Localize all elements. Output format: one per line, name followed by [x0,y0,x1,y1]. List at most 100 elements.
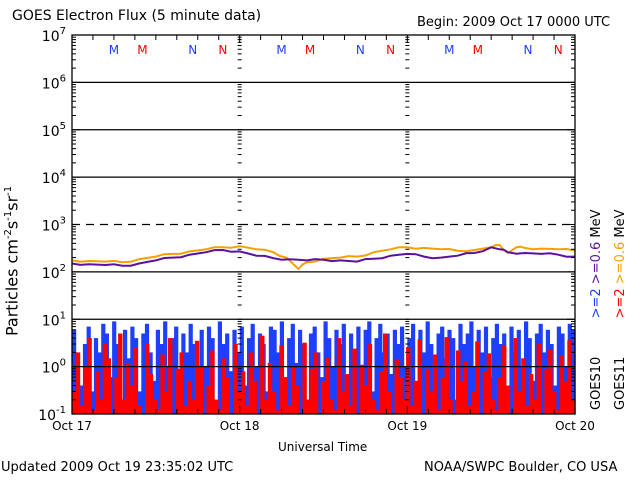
goes11-high-bar [118,333,123,414]
goes11-high-bar [471,391,476,414]
goes11-high-bar [456,350,461,414]
goes11-high-bar [394,359,399,414]
goes10-high-bar [152,380,157,414]
goes11-high-bar [333,410,338,414]
y-tick-exponent: 2 [60,263,66,274]
goes11-high-bar [179,352,184,414]
goes11-high-bar [409,405,415,414]
noon-marker: N [554,43,563,57]
goes10-high-bar [243,385,248,414]
y-tick-exponent: 5 [60,121,66,132]
goes11-high-bar [521,358,526,414]
goes11-high-bar [486,353,492,414]
goes10-high-bar [429,344,434,414]
goes11-high-bar [75,352,81,414]
updated-timestamp: Updated 2009 Oct 19 23:35:02 UTC [1,460,234,475]
goes11-high-bar [552,391,557,414]
y-tick-exponent: 0 [60,358,66,369]
goes11-high-bar [340,391,346,414]
goes10-high-bar [440,326,445,414]
y-tick-base: 10 [42,171,60,187]
goes10-high-bar [480,352,485,414]
goes10-high-bar [494,323,499,414]
goes11-high-bar [490,399,495,414]
goes11-high-bar [413,380,419,414]
goes11-high-bar [79,405,85,414]
goes11-high-bar [175,368,181,414]
x-tick-label: Oct 17 [52,419,92,433]
grid-layer [72,81,575,368]
axes-layer [71,34,576,415]
goes10-high-bar [403,366,408,414]
goes11-high-bar [436,410,442,414]
goes10-high-bar [72,329,77,414]
goes11-high-bar [294,385,300,414]
goes11-high-bar [360,364,365,414]
midnight-marker: M [276,43,286,57]
goes11-high-bar [225,377,230,414]
midnight-marker: M [473,43,483,57]
goes11-high-bar [283,377,288,414]
goes11-high-bar [187,380,192,414]
goes11-high-bar [544,368,549,414]
goes11-high-bar [152,399,157,414]
y-tick-base: 10 [42,219,60,235]
goes11-high-bar [279,345,284,414]
goes11-high-bar [164,391,169,414]
midnight-marker: M [444,43,454,57]
goes11-high-bar [221,358,227,414]
goes11-high-bar [348,405,353,414]
midnight-marker: M [305,43,315,57]
goes11-high-bar [264,399,269,414]
goes11-high-bar [194,340,200,414]
goes11-high-bar [145,344,150,414]
goes11-high-bar [310,368,315,414]
y-tick-base: 10 [42,313,60,329]
goes10-high-bar [316,352,321,414]
goes11-high-bar [459,380,465,414]
goes11-high-bar [125,362,131,414]
goes10-high-bar [374,338,379,414]
y-tick-label: 105 [42,121,66,140]
goes10-high-bar [334,329,339,414]
goes10-high-bar [257,333,263,414]
goes11-high-bar [168,338,173,414]
goes11-high-bar [275,410,280,414]
midnight-marker: M [109,43,119,57]
y-tick-label: 101 [42,310,66,329]
goes11-high-bar [252,380,257,414]
goes10-high-bar [516,329,521,414]
y-tick-base: 10 [42,124,60,140]
goes11-high-bar [352,348,357,414]
goes11-high-bar [375,410,380,414]
goes10-high-bar [509,326,514,414]
goes10-high-bar [272,329,277,414]
goes11-high-bar [528,374,534,414]
goes11-high-bar [425,368,430,414]
goes11-high-bar [325,357,330,414]
goes10-high-bar [436,333,441,414]
goes11-high-bar [329,399,334,414]
goes10-high-bar [571,329,576,414]
goes10-low-line [71,246,576,267]
goes10-high-bar [112,321,117,414]
y-tick-exponent: 1 [60,310,66,321]
goes10-high-bar [203,366,208,414]
goes10-high-bar [385,333,390,414]
goes11-high-bar [444,337,449,414]
goes11-high-bar [83,366,88,414]
goes11-high-bar [429,391,434,414]
goes10-high-bar [276,352,281,414]
goes10-high-bar [185,352,190,414]
goes10-high-bar [225,333,230,414]
goes10-high-bar [141,333,146,414]
goes11-high-bar [363,385,369,414]
goes11-high-bar [244,405,250,414]
goes11-high-bar [505,385,511,414]
midnight-marker: M [137,43,147,57]
goes10-high-bar [236,352,241,414]
goes10-high-bar [137,391,142,414]
goes11-high-bar [313,352,319,414]
y-tick-exponent: 6 [60,73,66,84]
goes11-high-bar [494,410,499,414]
